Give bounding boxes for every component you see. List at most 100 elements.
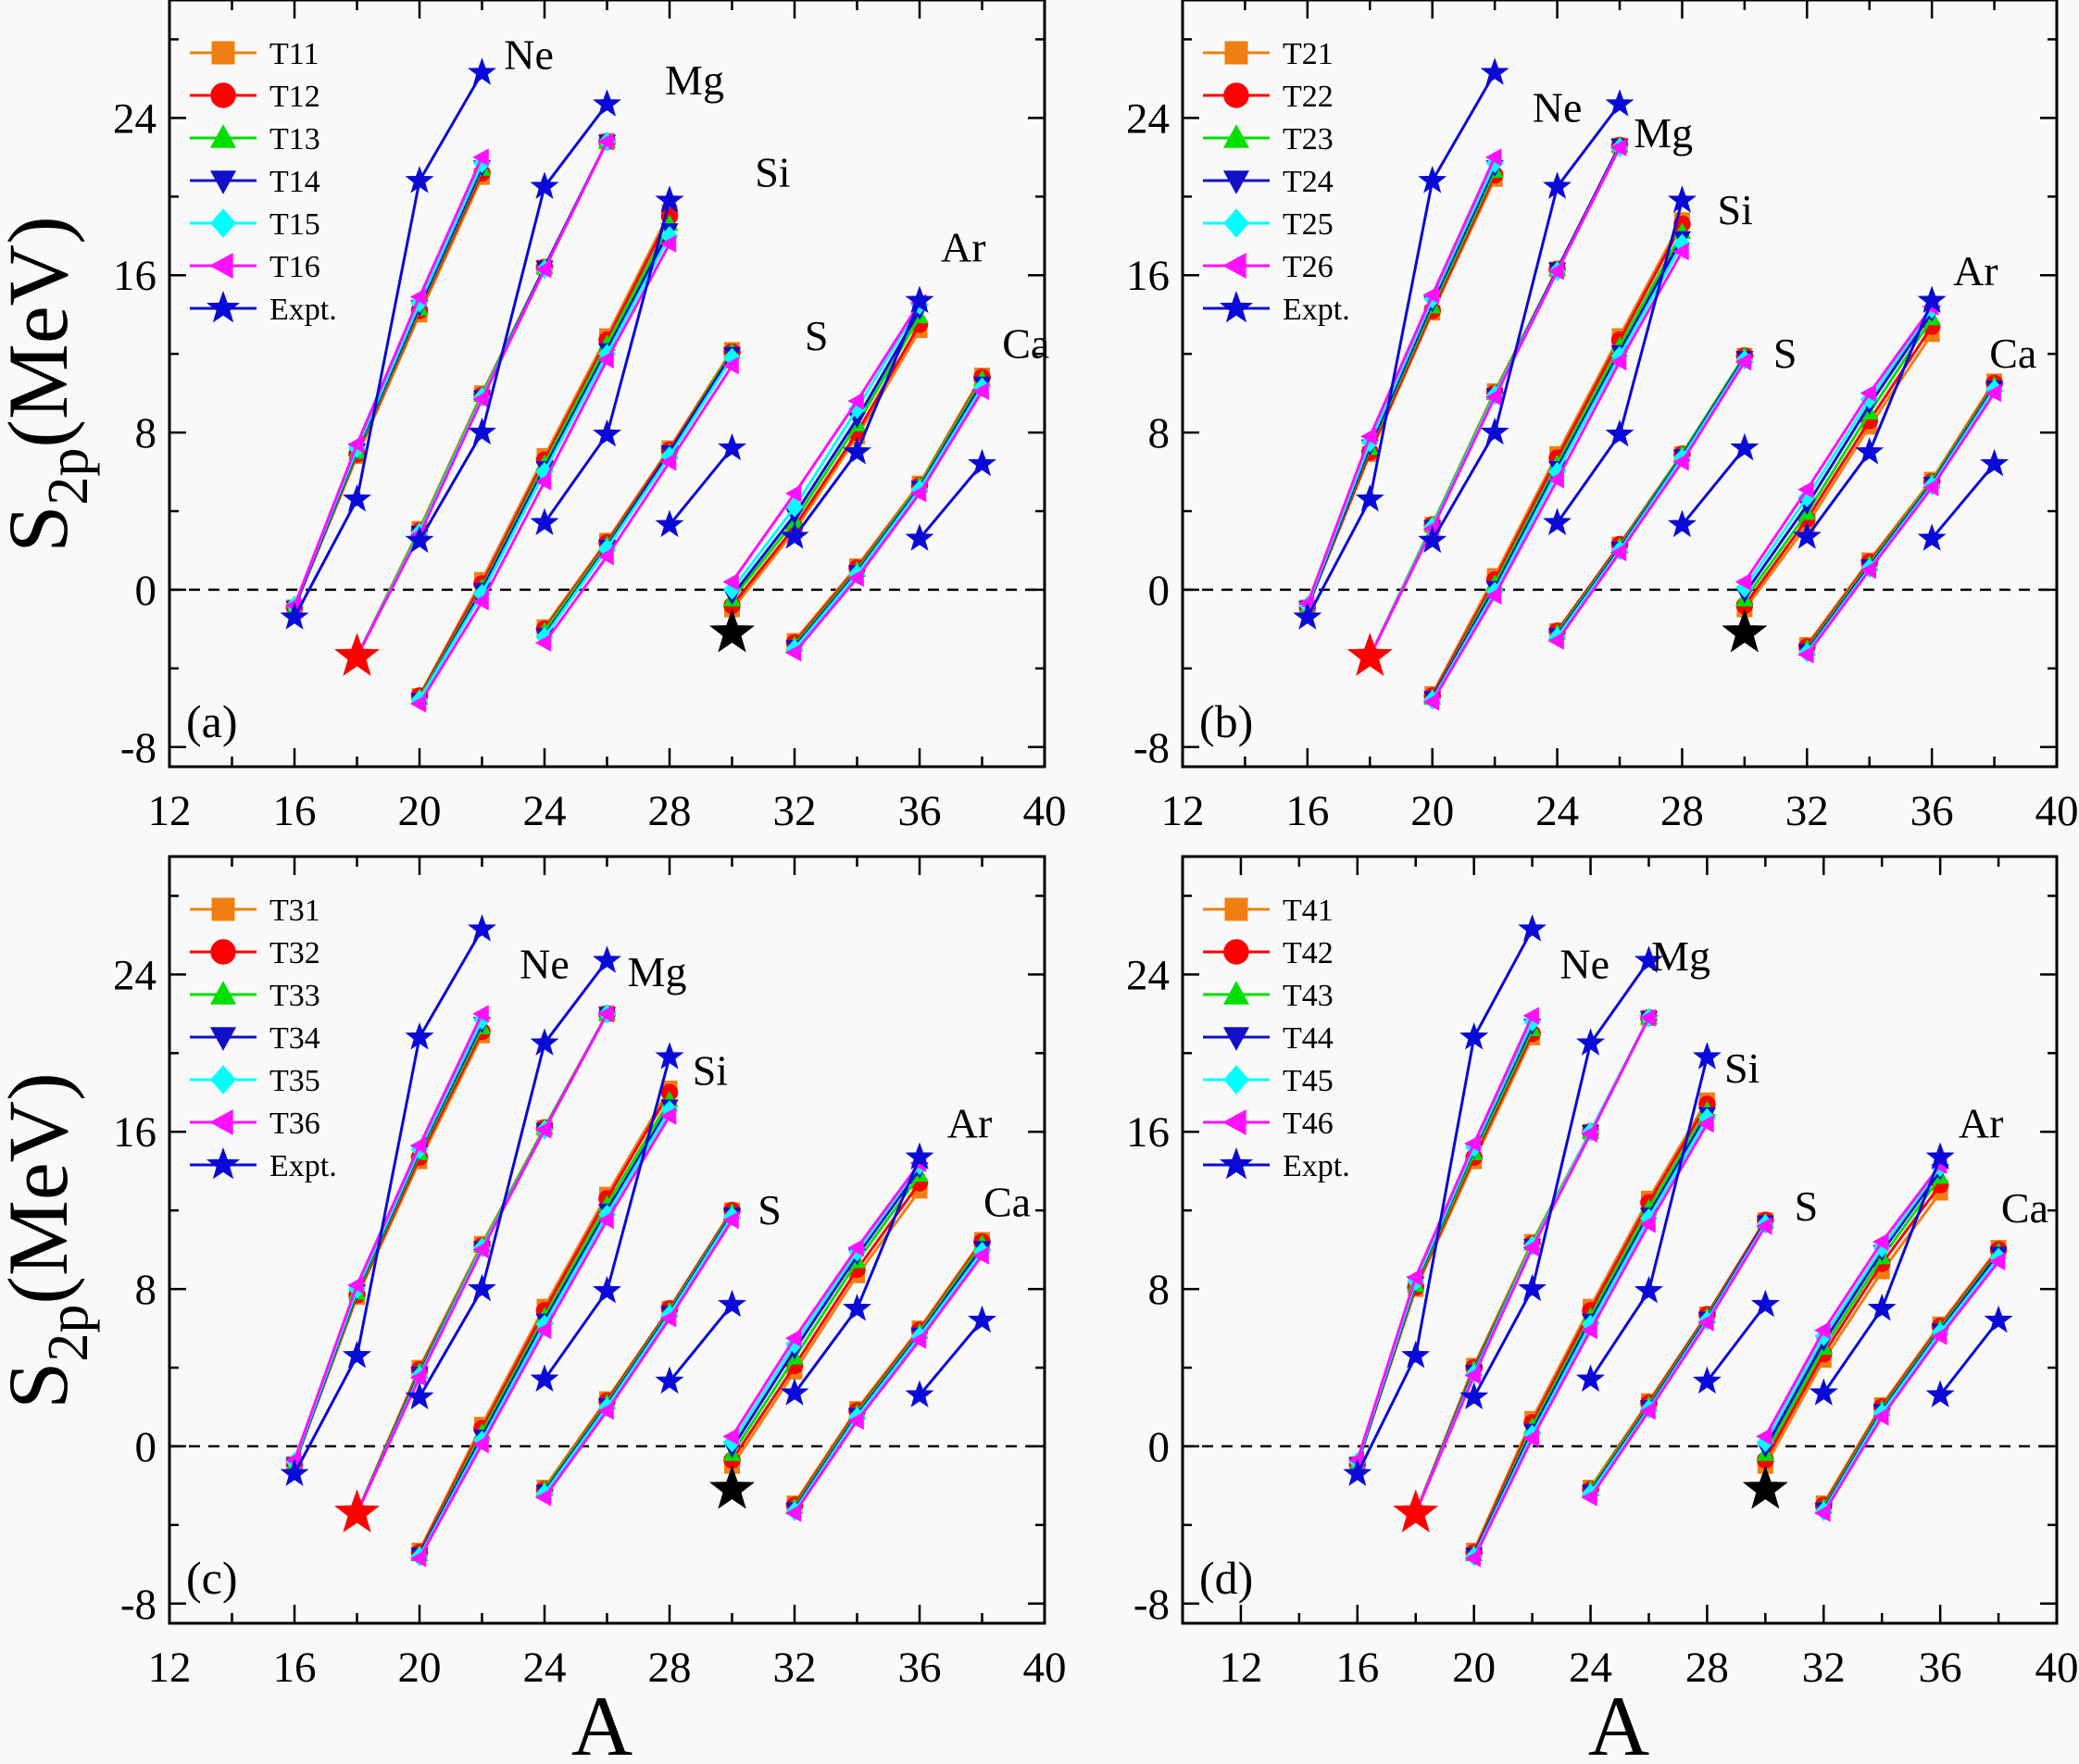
series-line-ar bbox=[1763, 1176, 1942, 1456]
series-line-ca bbox=[793, 1250, 983, 1512]
special-expt-star bbox=[1722, 608, 1768, 653]
data-point bbox=[722, 357, 739, 375]
data-point bbox=[905, 1380, 934, 1407]
legend-label: T33 bbox=[269, 979, 320, 1013]
data-point bbox=[659, 453, 677, 471]
data-point bbox=[1542, 171, 1572, 199]
data-point bbox=[1922, 478, 1939, 497]
element-label-ar: Ar bbox=[941, 223, 986, 270]
x-tick-label: 16 bbox=[273, 1644, 317, 1692]
x-tick-label: 28 bbox=[1685, 1644, 1729, 1692]
y-tick-label: -8 bbox=[1133, 724, 1170, 772]
data-point bbox=[1988, 1252, 2006, 1270]
data-point bbox=[1814, 1504, 1831, 1522]
data-point bbox=[659, 234, 677, 253]
legend-item: Expt. bbox=[190, 290, 337, 327]
x-tick-label: 36 bbox=[898, 1644, 942, 1692]
data-point bbox=[342, 483, 372, 512]
series-line-ar bbox=[731, 302, 921, 583]
legend-item: T23 bbox=[1203, 122, 1334, 156]
data-point bbox=[1930, 1327, 1947, 1345]
data-point bbox=[280, 1458, 309, 1486]
legend-label: T26 bbox=[1283, 250, 1334, 284]
data-point bbox=[467, 1273, 497, 1302]
legend-label: T32 bbox=[269, 936, 320, 970]
series-line-ca bbox=[1930, 463, 1996, 540]
data-point bbox=[1484, 388, 1502, 407]
element-label-ca: Ca bbox=[2001, 1184, 2048, 1232]
data-point bbox=[1860, 383, 1877, 403]
data-point bbox=[1917, 523, 1947, 551]
element-label-si: Si bbox=[1724, 1045, 1760, 1092]
data-point bbox=[717, 432, 747, 461]
legend-label: T23 bbox=[1283, 122, 1334, 156]
series-line-s bbox=[543, 357, 733, 638]
legend-label: Expt. bbox=[269, 1149, 337, 1183]
data-point bbox=[1756, 1427, 1772, 1445]
series-line-ar bbox=[1763, 1164, 1942, 1438]
legend-label: T14 bbox=[269, 165, 320, 199]
y-tick-label: 24 bbox=[113, 951, 157, 999]
series-line-ne bbox=[293, 71, 483, 619]
data-point bbox=[1581, 1124, 1597, 1143]
y-tick-label: 0 bbox=[1148, 567, 1171, 615]
data-point bbox=[1917, 285, 1947, 313]
element-label-si: Si bbox=[1718, 186, 1753, 233]
plot-frame bbox=[1181, 0, 2059, 769]
data-point bbox=[1639, 1008, 1656, 1027]
element-label-ar: Ar bbox=[1953, 247, 1998, 294]
special-expt-star bbox=[1742, 1465, 1788, 1509]
data-point bbox=[722, 1427, 739, 1445]
series-expt bbox=[1293, 57, 2010, 630]
element-label-ne: Ne bbox=[520, 941, 570, 988]
data-point bbox=[1979, 448, 2010, 477]
element-label-mg: Mg bbox=[1634, 109, 1693, 156]
data-point bbox=[534, 472, 552, 491]
legend-label: T13 bbox=[269, 122, 320, 156]
legend-item: T42 bbox=[1203, 936, 1334, 970]
series-line-ar bbox=[731, 304, 921, 591]
data-point bbox=[847, 1411, 864, 1430]
data-point bbox=[972, 1246, 989, 1265]
data-point bbox=[843, 437, 871, 465]
data-point bbox=[1522, 1007, 1539, 1025]
legend-item: T33 bbox=[190, 979, 320, 1013]
x-tick-label: 20 bbox=[1410, 787, 1454, 835]
data-point bbox=[784, 484, 802, 503]
legend-item: T22 bbox=[1203, 80, 1334, 114]
data-point bbox=[409, 694, 427, 713]
data-point bbox=[655, 509, 684, 538]
data-point bbox=[909, 1331, 927, 1349]
legend-marker bbox=[1222, 170, 1250, 194]
legend-label: T41 bbox=[1283, 894, 1334, 928]
data-point bbox=[530, 507, 559, 536]
series-line-ca bbox=[793, 390, 983, 654]
data-point bbox=[472, 148, 489, 167]
data-point bbox=[593, 945, 621, 973]
element-label-ne: Ne bbox=[504, 31, 554, 78]
data-point bbox=[780, 521, 809, 549]
y-tick-label: 0 bbox=[135, 1423, 157, 1471]
data-point bbox=[1667, 185, 1697, 213]
legend: T41 T42 T43 T44 T45 T46 Expt. bbox=[1203, 894, 1350, 1183]
data-point bbox=[1697, 1313, 1714, 1332]
data-point bbox=[467, 57, 497, 85]
legend-item: T15 bbox=[190, 207, 320, 242]
data-point bbox=[1459, 1382, 1489, 1410]
legend-marker bbox=[1222, 981, 1250, 1005]
data-point bbox=[405, 1022, 434, 1050]
series-line-ne bbox=[293, 1013, 483, 1461]
data-point bbox=[1797, 481, 1814, 499]
series-line-ar bbox=[731, 316, 921, 601]
x-tick-label: 36 bbox=[1919, 1644, 1962, 1692]
special-expt-star bbox=[1346, 632, 1393, 677]
y-tick-label: 24 bbox=[1126, 951, 1170, 999]
y-tick-label: 8 bbox=[135, 409, 157, 457]
panel-label: (d) bbox=[1199, 1552, 1253, 1604]
legend-label: T35 bbox=[269, 1064, 320, 1098]
legend-marker bbox=[1224, 897, 1248, 921]
series-line-s bbox=[543, 365, 733, 644]
legend-item: T45 bbox=[1203, 1064, 1334, 1098]
data-point bbox=[530, 171, 559, 199]
x-tick-label: 40 bbox=[2035, 787, 2079, 835]
